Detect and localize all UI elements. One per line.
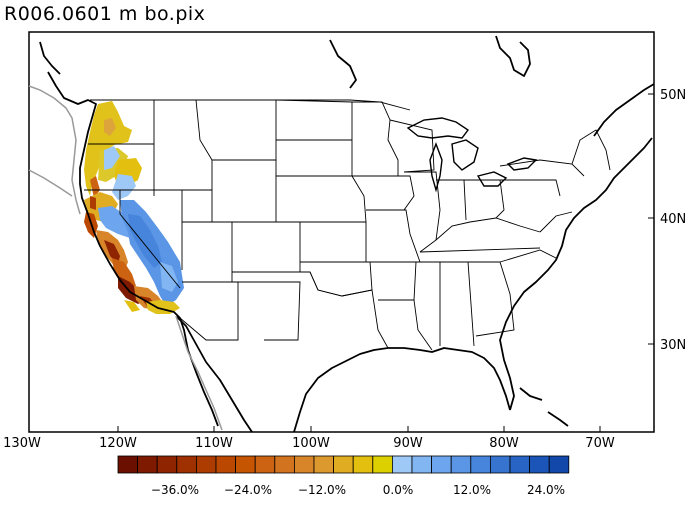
colorbar-label: −24.0% bbox=[224, 483, 272, 497]
colorbar-swatch bbox=[470, 455, 491, 474]
colorbar-label: 0.0% bbox=[383, 483, 414, 497]
colorbar-swatch bbox=[372, 455, 393, 474]
colorbar-swatch bbox=[391, 455, 413, 474]
colorbar-label: 12.0% bbox=[453, 483, 491, 497]
colorbar-swatch bbox=[431, 455, 452, 474]
colorbar-swatch bbox=[509, 455, 531, 474]
colorbar-swatch bbox=[548, 455, 570, 474]
y-tick-labels: 50N 40N 30N bbox=[660, 88, 686, 353]
colorbar-swatch bbox=[235, 455, 256, 474]
map-frame bbox=[28, 31, 655, 433]
x-tick-labels: 130W 120W 110W 100W 90W 80W 70W bbox=[3, 436, 615, 451]
colorbar-label: −36.0% bbox=[151, 483, 199, 497]
colorbar bbox=[117, 455, 570, 474]
x-tick-label: 80W bbox=[489, 436, 519, 451]
x-tick-label: 120W bbox=[99, 436, 137, 451]
axis-ticks bbox=[28, 93, 654, 432]
state-borders bbox=[84, 99, 611, 351]
colorbar-swatch bbox=[195, 455, 217, 474]
x-tick-label: 110W bbox=[195, 436, 233, 451]
colorbar-swatch bbox=[117, 455, 139, 474]
colorbar-labels: −36.0% −24.0% −12.0% 0.0% 12.0% 24.0% bbox=[151, 483, 565, 497]
coast-line bbox=[39, 35, 655, 433]
colorbar-swatch bbox=[313, 455, 335, 474]
x-tick-label: 130W bbox=[3, 436, 41, 451]
y-tick-label: 40N bbox=[660, 212, 686, 227]
colorbar-swatch bbox=[254, 455, 276, 474]
y-tick-label: 30N bbox=[660, 338, 686, 353]
colorbar-swatch bbox=[411, 455, 433, 474]
colorbar-swatch bbox=[176, 455, 197, 474]
colorbar-swatch bbox=[274, 455, 295, 474]
x-tick-label: 70W bbox=[585, 436, 615, 451]
colorbar-label: 24.0% bbox=[527, 483, 565, 497]
colorbar-swatch bbox=[293, 455, 315, 474]
gray-boundaries bbox=[28, 85, 223, 431]
colorbar-swatch bbox=[137, 455, 158, 474]
colorbar-swatch bbox=[489, 455, 511, 474]
colorbar-swatch bbox=[450, 455, 472, 474]
y-tick-label: 50N bbox=[660, 88, 686, 103]
x-tick-label: 100W bbox=[292, 436, 330, 451]
colorbar-label: −12.0% bbox=[298, 483, 346, 497]
map-title: R006.0601 m bo.pix bbox=[4, 3, 206, 25]
colorbar-swatch bbox=[352, 455, 374, 474]
anomaly-shading bbox=[84, 101, 184, 314]
great-lakes bbox=[406, 117, 538, 193]
x-tick-label: 90W bbox=[393, 436, 423, 451]
colorbar-swatch bbox=[156, 455, 178, 474]
colorbar-swatch bbox=[529, 455, 550, 474]
colorbar-swatch bbox=[333, 455, 354, 474]
colorbar-swatch bbox=[215, 455, 237, 474]
